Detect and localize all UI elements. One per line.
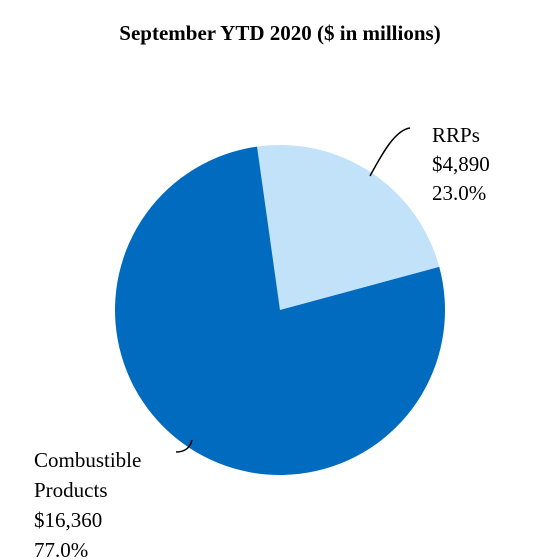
label-line: 23.0%: [432, 181, 486, 205]
chart-title: September YTD 2020 ($ in millions): [119, 21, 440, 45]
slice-rrps: [257, 145, 440, 310]
label-line: 77.0%: [34, 538, 88, 560]
label-rrps: RRPs $4,890 23.0%: [432, 123, 490, 205]
pie-slices: [115, 145, 446, 476]
label-line: Combustible: [34, 448, 141, 472]
label-line: Products: [34, 478, 108, 502]
label-line: $4,890: [432, 152, 490, 176]
slice-combustible-products: [115, 146, 446, 476]
label-combustible-products-leader-line: [175, 439, 193, 453]
label-line: $16,360: [34, 508, 102, 532]
label-rrps-leader-line: [369, 127, 411, 177]
label-combustible-products: Combustible Products $16,360 77.0%: [34, 448, 141, 560]
slice-labels: RRPs $4,890 23.0% Combustible Products $16,36…: [34, 123, 490, 560]
label-line: RRPs: [432, 123, 480, 147]
